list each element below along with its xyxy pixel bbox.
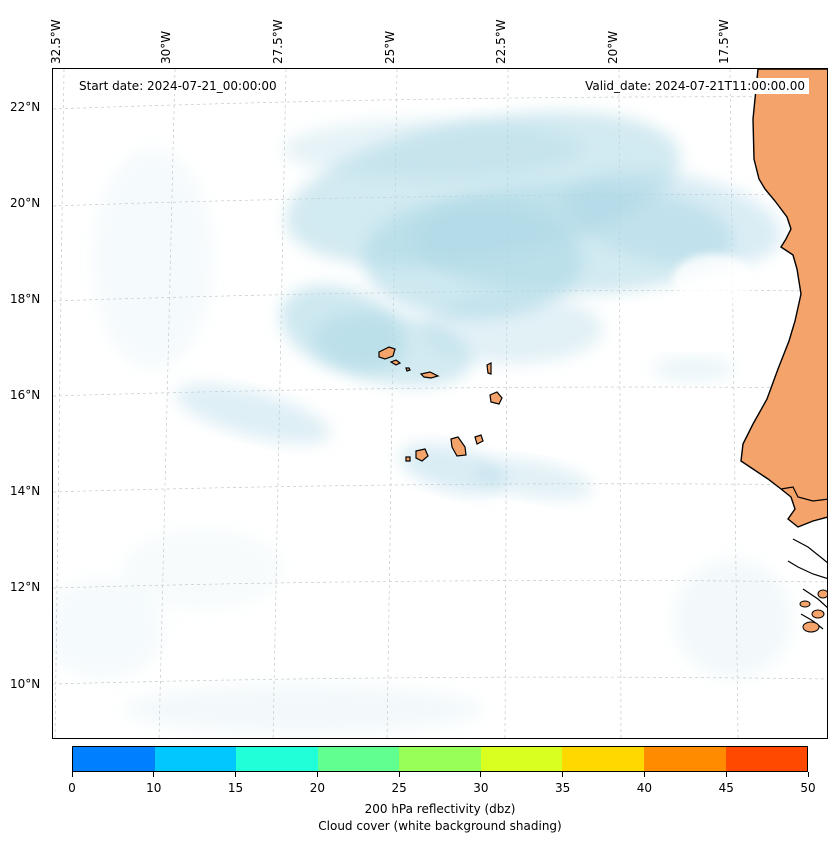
colorbar-tick: [725, 772, 727, 777]
latitude-gridline: [53, 483, 827, 493]
sal-island: [486, 362, 492, 375]
colorbar-segment: [73, 747, 155, 771]
colorbar-sublabel: Cloud cover (white background shading): [318, 819, 562, 833]
cloud-shading: [93, 149, 213, 369]
latitude-label: 12°N: [10, 580, 41, 594]
colorbar-tick-label: 0: [68, 781, 76, 795]
coastline-detail: [780, 486, 827, 630]
start-date-label: Start date: 2024-07-21_00:00:00: [75, 78, 281, 94]
longitude-label: 27.5°W: [271, 19, 285, 64]
land-layer: [378, 69, 827, 633]
colorbar-label: 200 hPa reflectivity (dbz): [364, 802, 516, 816]
cloud-shading: [564, 170, 782, 268]
africa-mainland: [740, 69, 827, 528]
cloud-shading: [123, 529, 283, 609]
colorbar-tick-label: 15: [227, 781, 244, 795]
latitude-gridline: [53, 386, 827, 397]
colorbar-segment: [643, 747, 726, 771]
cloud-shading: [473, 458, 593, 500]
colorbar-tick: [807, 772, 809, 777]
longitude-label: 30°W: [159, 30, 173, 64]
longitude-gridline: [386, 69, 398, 738]
colorbar-tick: [316, 772, 318, 777]
colorbar-tick-label: 45: [718, 781, 734, 795]
latitude-label: 22°N: [10, 100, 41, 114]
longitude-label: 22.5°W: [494, 19, 508, 64]
bissagos-island: [799, 600, 811, 608]
latitude-gridline: [53, 676, 827, 685]
sao-nicolau-island: [419, 371, 440, 379]
santo-antao-island: [378, 346, 396, 360]
longitude-gridline: [618, 69, 622, 738]
colorbar-segment: [562, 747, 644, 771]
clear-sky-patch: [673, 254, 753, 304]
cloud-shading: [123, 684, 483, 734]
latitude-label: 14°N: [10, 484, 41, 498]
longitude-label: 17.5°W: [717, 19, 731, 64]
longitude-label: 20°W: [606, 30, 620, 64]
bissagos-island: [811, 609, 825, 619]
maio-island: [474, 434, 484, 445]
colorbar-tick-label: 10: [146, 781, 162, 795]
longitude-label: 32.5°W: [49, 19, 63, 64]
longitude-gridline: [272, 69, 287, 738]
latitude-gridline: [53, 96, 827, 110]
latitude-label: 18°N: [10, 292, 41, 306]
colorbar-tick: [562, 772, 564, 777]
latitude-label: 16°N: [10, 388, 41, 402]
latitude-label: 10°N: [10, 677, 41, 691]
brava-island: [405, 456, 411, 462]
colorbar-tick: [71, 772, 73, 777]
santiago-island: [450, 436, 467, 457]
colorbar-segment: [236, 747, 318, 771]
cloud-shading: [283, 119, 583, 179]
colorbar-tick-label: 30: [473, 781, 489, 795]
cloud-shading: [53, 579, 163, 679]
reflectivity-colorbar: [72, 746, 808, 772]
cloud-shading: [423, 294, 603, 364]
fogo-island: [415, 448, 429, 462]
colorbar-tick: [153, 772, 155, 777]
colorbar-segment: [154, 747, 237, 771]
cloud-shading: [175, 384, 331, 444]
colorbar-tick-label: 35: [555, 781, 571, 795]
colorbar-segment: [725, 747, 808, 771]
valid-date-label: Valid_date: 2024-07-21T11:00:00.00: [581, 78, 809, 94]
colorbar-tick: [398, 772, 400, 777]
colorbar-tick-label: 50: [800, 781, 816, 795]
colorbar-segment: [317, 747, 400, 771]
colorbar-tick-label: 40: [636, 781, 653, 795]
sao-vicente-island: [389, 359, 402, 366]
longitude-label: 25°W: [383, 30, 397, 64]
longitude-gridline: [504, 69, 509, 738]
colorbar-segment: [480, 747, 563, 771]
bissagos-island: [817, 589, 827, 599]
map-canvas: [53, 69, 827, 738]
cloud-shading: [363, 199, 583, 319]
cloud-cover-shading: [53, 111, 793, 734]
colorbar-tick-label: 25: [391, 781, 407, 795]
colorbar-tick: [480, 772, 482, 777]
boa-vista-island: [489, 391, 503, 405]
colorbar-segment: [399, 747, 481, 771]
santa-luzia-island: [405, 367, 411, 372]
colorbar-tick: [643, 772, 645, 777]
colorbar-tick: [235, 772, 237, 777]
map-panel: Start date: 2024-07-21_00:00:00 Valid_da…: [52, 68, 828, 739]
bissagos-island: [802, 621, 820, 633]
colorbar-tick-label: 20: [309, 781, 325, 795]
latitude-label: 20°N: [10, 196, 41, 210]
cloud-shading: [673, 559, 793, 679]
cloud-shading: [653, 357, 733, 381]
